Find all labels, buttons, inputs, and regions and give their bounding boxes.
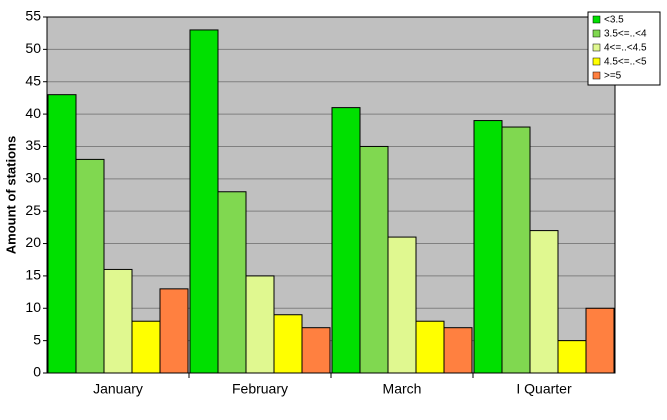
y-tick-label: 0 — [33, 364, 41, 380]
legend-label: 3.5<=..<4 — [604, 29, 647, 40]
y-axis-label: Amount of stations — [3, 136, 18, 254]
bar — [47, 94, 77, 374]
bar — [75, 158, 105, 374]
legend-label: >=5 — [604, 71, 622, 82]
legend-swatch — [592, 57, 601, 66]
legend-label: 4<=..<4.5 — [604, 43, 647, 54]
bar — [131, 320, 161, 374]
bar — [331, 107, 361, 374]
x-tick-label: March — [383, 381, 422, 397]
bar — [387, 236, 417, 374]
legend-swatch — [592, 71, 601, 80]
plot-border — [46, 16, 616, 374]
x-tick-label: I Quarter — [516, 381, 572, 397]
y-tick-label: 15 — [25, 267, 41, 283]
y-tick-label: 35 — [25, 137, 41, 153]
y-tick-label: 55 — [25, 8, 41, 24]
bar — [159, 288, 189, 374]
y-tick-label: 5 — [33, 331, 41, 347]
bar — [585, 307, 615, 374]
x-tick-label: January — [93, 381, 143, 397]
y-tick-label: 50 — [25, 40, 41, 56]
legend-label: <3.5 — [604, 15, 624, 26]
bar — [557, 340, 587, 374]
bar — [103, 268, 133, 374]
y-tick-label: 10 — [25, 299, 41, 315]
y-tick-label: 20 — [25, 234, 41, 250]
y-tick-label: 30 — [25, 170, 41, 186]
legend-swatch — [592, 43, 601, 52]
bar — [273, 314, 303, 374]
bar — [189, 29, 219, 374]
y-tick-label: 45 — [25, 72, 41, 88]
bar — [415, 320, 445, 374]
y-tick-label: 40 — [25, 105, 41, 121]
bar — [473, 120, 503, 374]
bar — [501, 126, 531, 374]
legend-label: 4.5<=..<5 — [604, 57, 647, 68]
bar — [217, 191, 247, 374]
bar — [529, 230, 559, 374]
legend-swatch — [592, 15, 601, 24]
bar — [301, 327, 331, 374]
legend-swatch — [592, 29, 601, 38]
bar — [245, 275, 275, 374]
y-tick-label: 25 — [25, 202, 41, 218]
bar — [359, 145, 389, 374]
bar — [443, 327, 473, 374]
x-tick-label: February — [232, 381, 288, 397]
